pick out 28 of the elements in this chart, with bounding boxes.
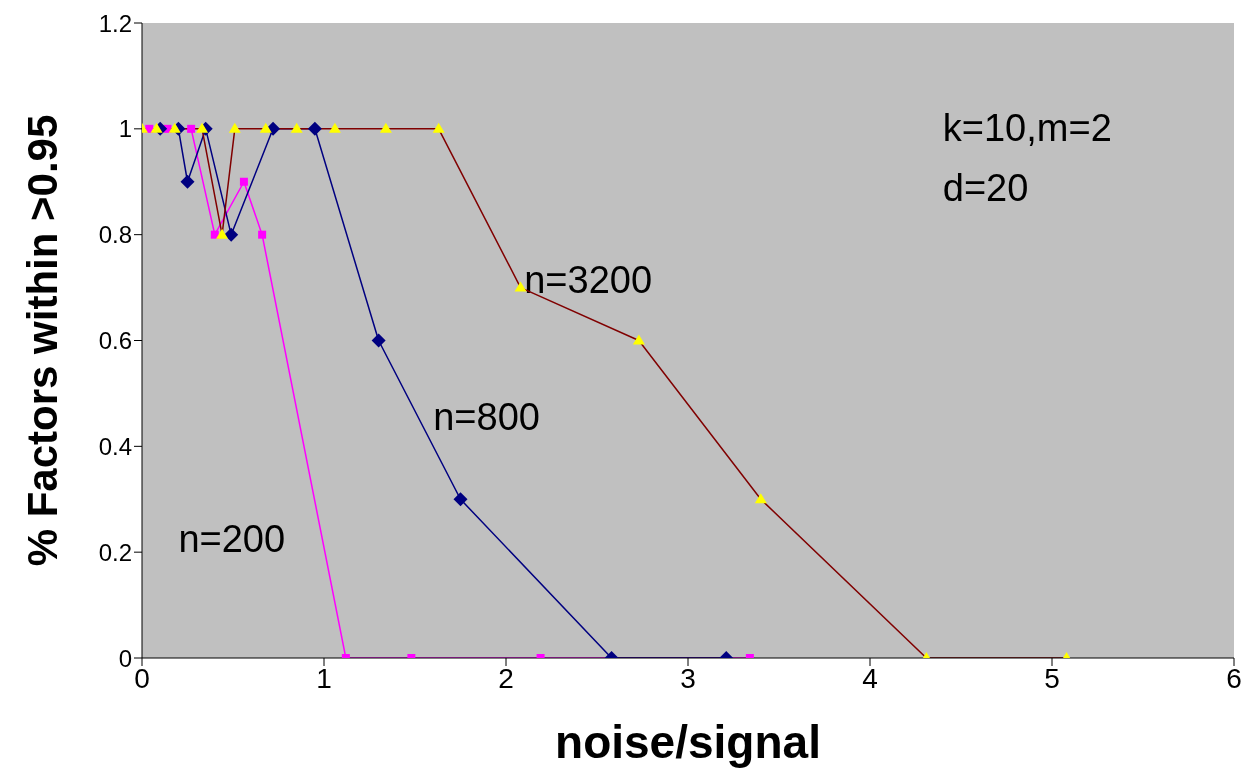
x-tick-label: 5 — [1044, 662, 1060, 694]
y-tick-label: 0.8 — [98, 221, 132, 249]
point — [307, 121, 322, 136]
y-tick-label: 0 — [118, 644, 132, 672]
series-label: n=200 — [178, 518, 286, 561]
point — [180, 174, 195, 189]
y-axis-title: % Factors within >0.95 — [18, 114, 66, 567]
x-tick-label: 1 — [316, 662, 332, 694]
x-axis-title: noise/signal — [555, 716, 821, 768]
y-tick-label: 1 — [118, 115, 132, 143]
annotation: k=10,m=2 — [942, 106, 1112, 149]
series-label: n=3200 — [524, 258, 653, 301]
x-tick-label: 2 — [498, 662, 514, 694]
x-tick-label: 6 — [1226, 662, 1242, 694]
y-tick-label: 0.2 — [98, 538, 132, 566]
series-label: n=800 — [433, 396, 540, 439]
point — [371, 333, 386, 348]
x-tick-label: 3 — [680, 662, 696, 694]
point — [224, 227, 239, 242]
point — [258, 230, 267, 239]
x-tick-label: 4 — [862, 662, 878, 694]
point — [239, 177, 248, 186]
point — [187, 124, 196, 133]
y-tick-label: 1.2 — [98, 9, 132, 37]
annotation: d=20 — [942, 166, 1029, 209]
y-tick-label: 0.4 — [98, 432, 132, 460]
y-tick-label: 0.6 — [98, 327, 132, 355]
point — [453, 492, 468, 507]
